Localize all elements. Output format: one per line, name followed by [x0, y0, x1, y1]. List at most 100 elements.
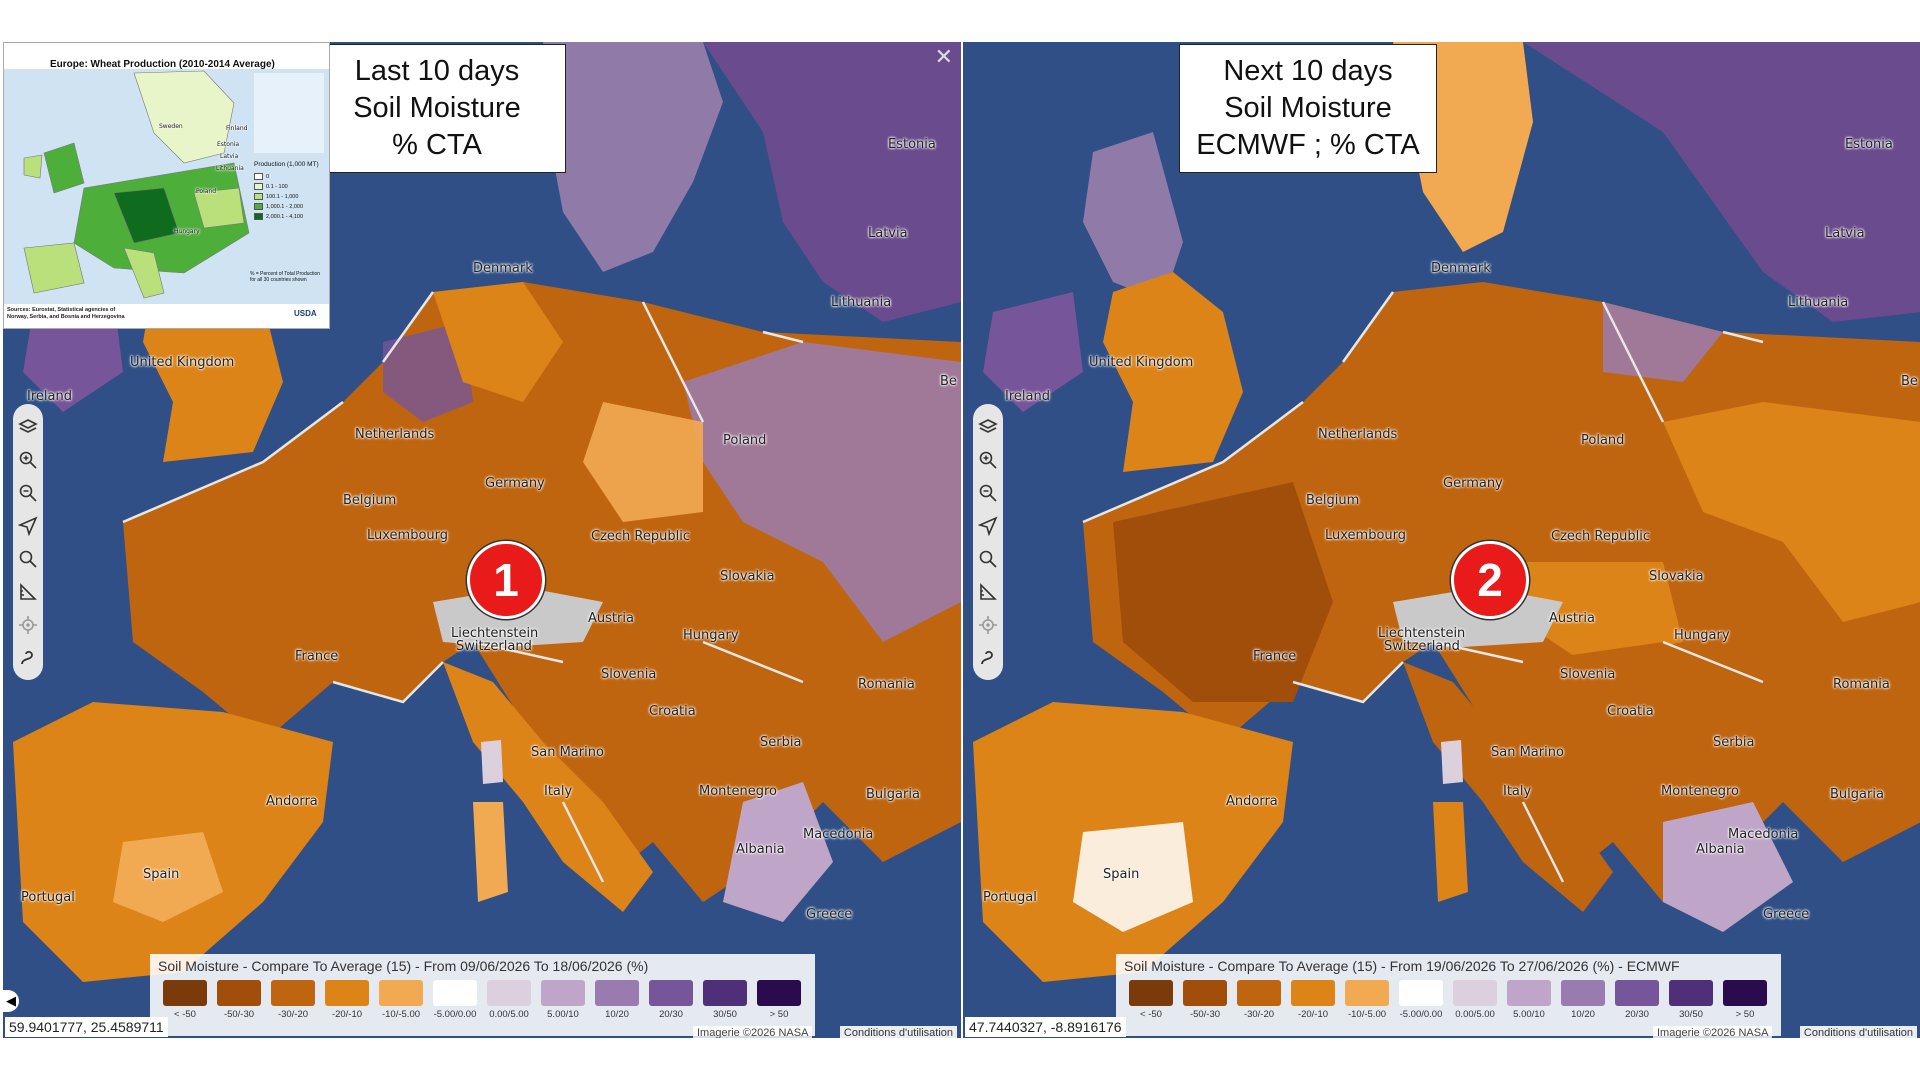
inset-map-graphic — [4, 69, 329, 304]
country-label: Lithuania — [831, 295, 892, 310]
legend-class: 5.00/10 — [1502, 980, 1556, 1020]
country-label: Switzerland — [1384, 639, 1460, 654]
draw-path-icon[interactable] — [13, 641, 43, 674]
legend-class-label: -30/-20 — [1243, 1009, 1275, 1020]
legend-class: -10/-5.00 — [374, 980, 428, 1020]
map-toolbar — [973, 404, 1003, 680]
country-label: Bulgaria — [866, 787, 920, 802]
legend-swatch — [1723, 980, 1767, 1006]
navigate-icon[interactable] — [973, 509, 1003, 542]
legend-swatch — [1291, 980, 1335, 1006]
legend-swatches: < -50 -50/-30 -30/-20 -20/-10 -10/-5.00 … — [1124, 980, 1772, 1020]
inset-legend-row: 0.1 - 100 — [254, 183, 288, 190]
country-label: Estonia — [888, 137, 936, 152]
country-label: San Marino — [1491, 745, 1564, 760]
terms-of-use-link[interactable]: Conditions d'utilisation — [839, 1026, 957, 1038]
country-label: Romania — [858, 677, 915, 692]
navigate-icon[interactable] — [13, 509, 43, 542]
soil-moisture-map[interactable] — [3, 42, 961, 1038]
legend-class-label: 10/20 — [605, 1009, 629, 1020]
country-label: Montenegro — [1661, 784, 1740, 799]
layers-icon[interactable] — [973, 410, 1003, 443]
legend-class-label: -5.00/0.00 — [433, 1009, 477, 1020]
title-line-1: Next 10 days — [1223, 55, 1393, 87]
search-icon[interactable] — [13, 542, 43, 575]
legend-class-label: 0.00/5.00 — [489, 1009, 529, 1020]
zoom-in-icon[interactable] — [973, 443, 1003, 476]
legend-title: Soil Moisture - Compare To Average (15) … — [158, 958, 649, 974]
legend-swatch — [217, 980, 261, 1006]
country-label: France — [1253, 649, 1297, 664]
legend-class: 20/30 — [644, 980, 698, 1020]
country-label: Liechtenstein — [1378, 626, 1466, 641]
map-toolbar — [13, 404, 43, 680]
coordinates-readout: 59.9401777, 25.4589711 — [5, 1017, 168, 1037]
country-label: Poland — [1581, 433, 1625, 448]
legend-class: -30/-20 — [1232, 980, 1286, 1020]
legend-class-label: -10/-5.00 — [381, 1009, 421, 1020]
legend-class-label: -30/-20 — [277, 1009, 309, 1020]
draw-path-icon[interactable] — [973, 641, 1003, 674]
collapse-arrow-icon[interactable]: ◀ — [3, 990, 19, 1012]
soil-moisture-map[interactable] — [963, 42, 1920, 1038]
zoom-in-icon[interactable] — [13, 443, 43, 476]
inset-country-label: Poland — [196, 188, 217, 195]
legend-class: -50/-30 — [1178, 980, 1232, 1020]
legend-swatch — [487, 980, 531, 1006]
wheat-production-inset-map: Europe: Wheat Production (2010-2014 Aver… — [3, 42, 330, 329]
locate-icon[interactable] — [13, 608, 43, 641]
legend-class: -30/-20 — [266, 980, 320, 1020]
map-panel-last-10-days[interactable]: Last 10 days Soil Moisture % CTA ✕ Eston… — [3, 42, 961, 1038]
legend-class-label: 30/50 — [713, 1009, 737, 1020]
country-label: Greece — [806, 907, 853, 922]
zoom-out-icon[interactable] — [13, 476, 43, 509]
country-label: Montenegro — [699, 784, 778, 799]
measure-icon[interactable] — [973, 575, 1003, 608]
country-label: Belgium — [1306, 493, 1360, 508]
title-line-3: ECMWF ; % CTA — [1196, 129, 1420, 161]
country-label: Ireland — [27, 389, 72, 404]
legend-class: 10/20 — [590, 980, 644, 1020]
legend-swatch — [1129, 980, 1173, 1006]
country-label: Belgium — [343, 493, 397, 508]
legend-class-label: < -50 — [1140, 1009, 1162, 1020]
map-panel-next-10-days[interactable]: Next 10 days Soil Moisture ECMWF ; % CTA… — [963, 42, 1920, 1038]
legend-class-label: -10/-5.00 — [1347, 1009, 1387, 1020]
zoom-out-icon[interactable] — [973, 476, 1003, 509]
country-label: Albania — [1696, 842, 1745, 857]
country-label: Be — [940, 374, 957, 389]
legend-class-label: 5.00/10 — [547, 1009, 579, 1020]
legend-class: > 50 — [752, 980, 806, 1020]
close-icon[interactable]: ✕ — [934, 44, 953, 69]
country-label: Be — [1901, 374, 1918, 389]
country-label: Hungary — [683, 628, 739, 643]
terms-of-use-link[interactable]: Conditions d'utilisation — [1799, 1026, 1917, 1038]
inset-legend-row: 1,000.1 - 2,000 — [254, 203, 303, 210]
country-label: Germany — [485, 476, 545, 491]
inset-country-label: Latvia — [220, 153, 239, 160]
legend-class: 30/50 — [698, 980, 752, 1020]
legend-class: -5.00/0.00 — [428, 980, 482, 1020]
country-label: Slovenia — [601, 667, 657, 682]
legend-class: < -50 — [1124, 980, 1178, 1020]
layers-icon[interactable] — [13, 410, 43, 443]
measure-icon[interactable] — [13, 575, 43, 608]
country-label: Serbia — [760, 735, 802, 750]
search-icon[interactable] — [973, 542, 1003, 575]
country-label: Italy — [1503, 784, 1532, 799]
country-label: Andorra — [266, 794, 318, 809]
legend-swatch — [325, 980, 369, 1006]
legend-class: > 50 — [1718, 980, 1772, 1020]
country-label: Luxembourg — [367, 528, 449, 543]
country-label: Spain — [1103, 867, 1140, 882]
country-label: Macedonia — [1728, 827, 1799, 842]
country-label: United Kingdom — [130, 355, 235, 370]
legend-swatch — [163, 980, 207, 1006]
inset-country-label: Sweden — [159, 123, 183, 130]
legend: Soil Moisture - Compare To Average (15) … — [150, 954, 815, 1036]
inset-country-label: Hungary — [174, 228, 200, 235]
legend-class: 10/20 — [1556, 980, 1610, 1020]
legend-class: 5.00/10 — [536, 980, 590, 1020]
locate-icon[interactable] — [973, 608, 1003, 641]
country-label: Denmark — [1431, 261, 1491, 276]
